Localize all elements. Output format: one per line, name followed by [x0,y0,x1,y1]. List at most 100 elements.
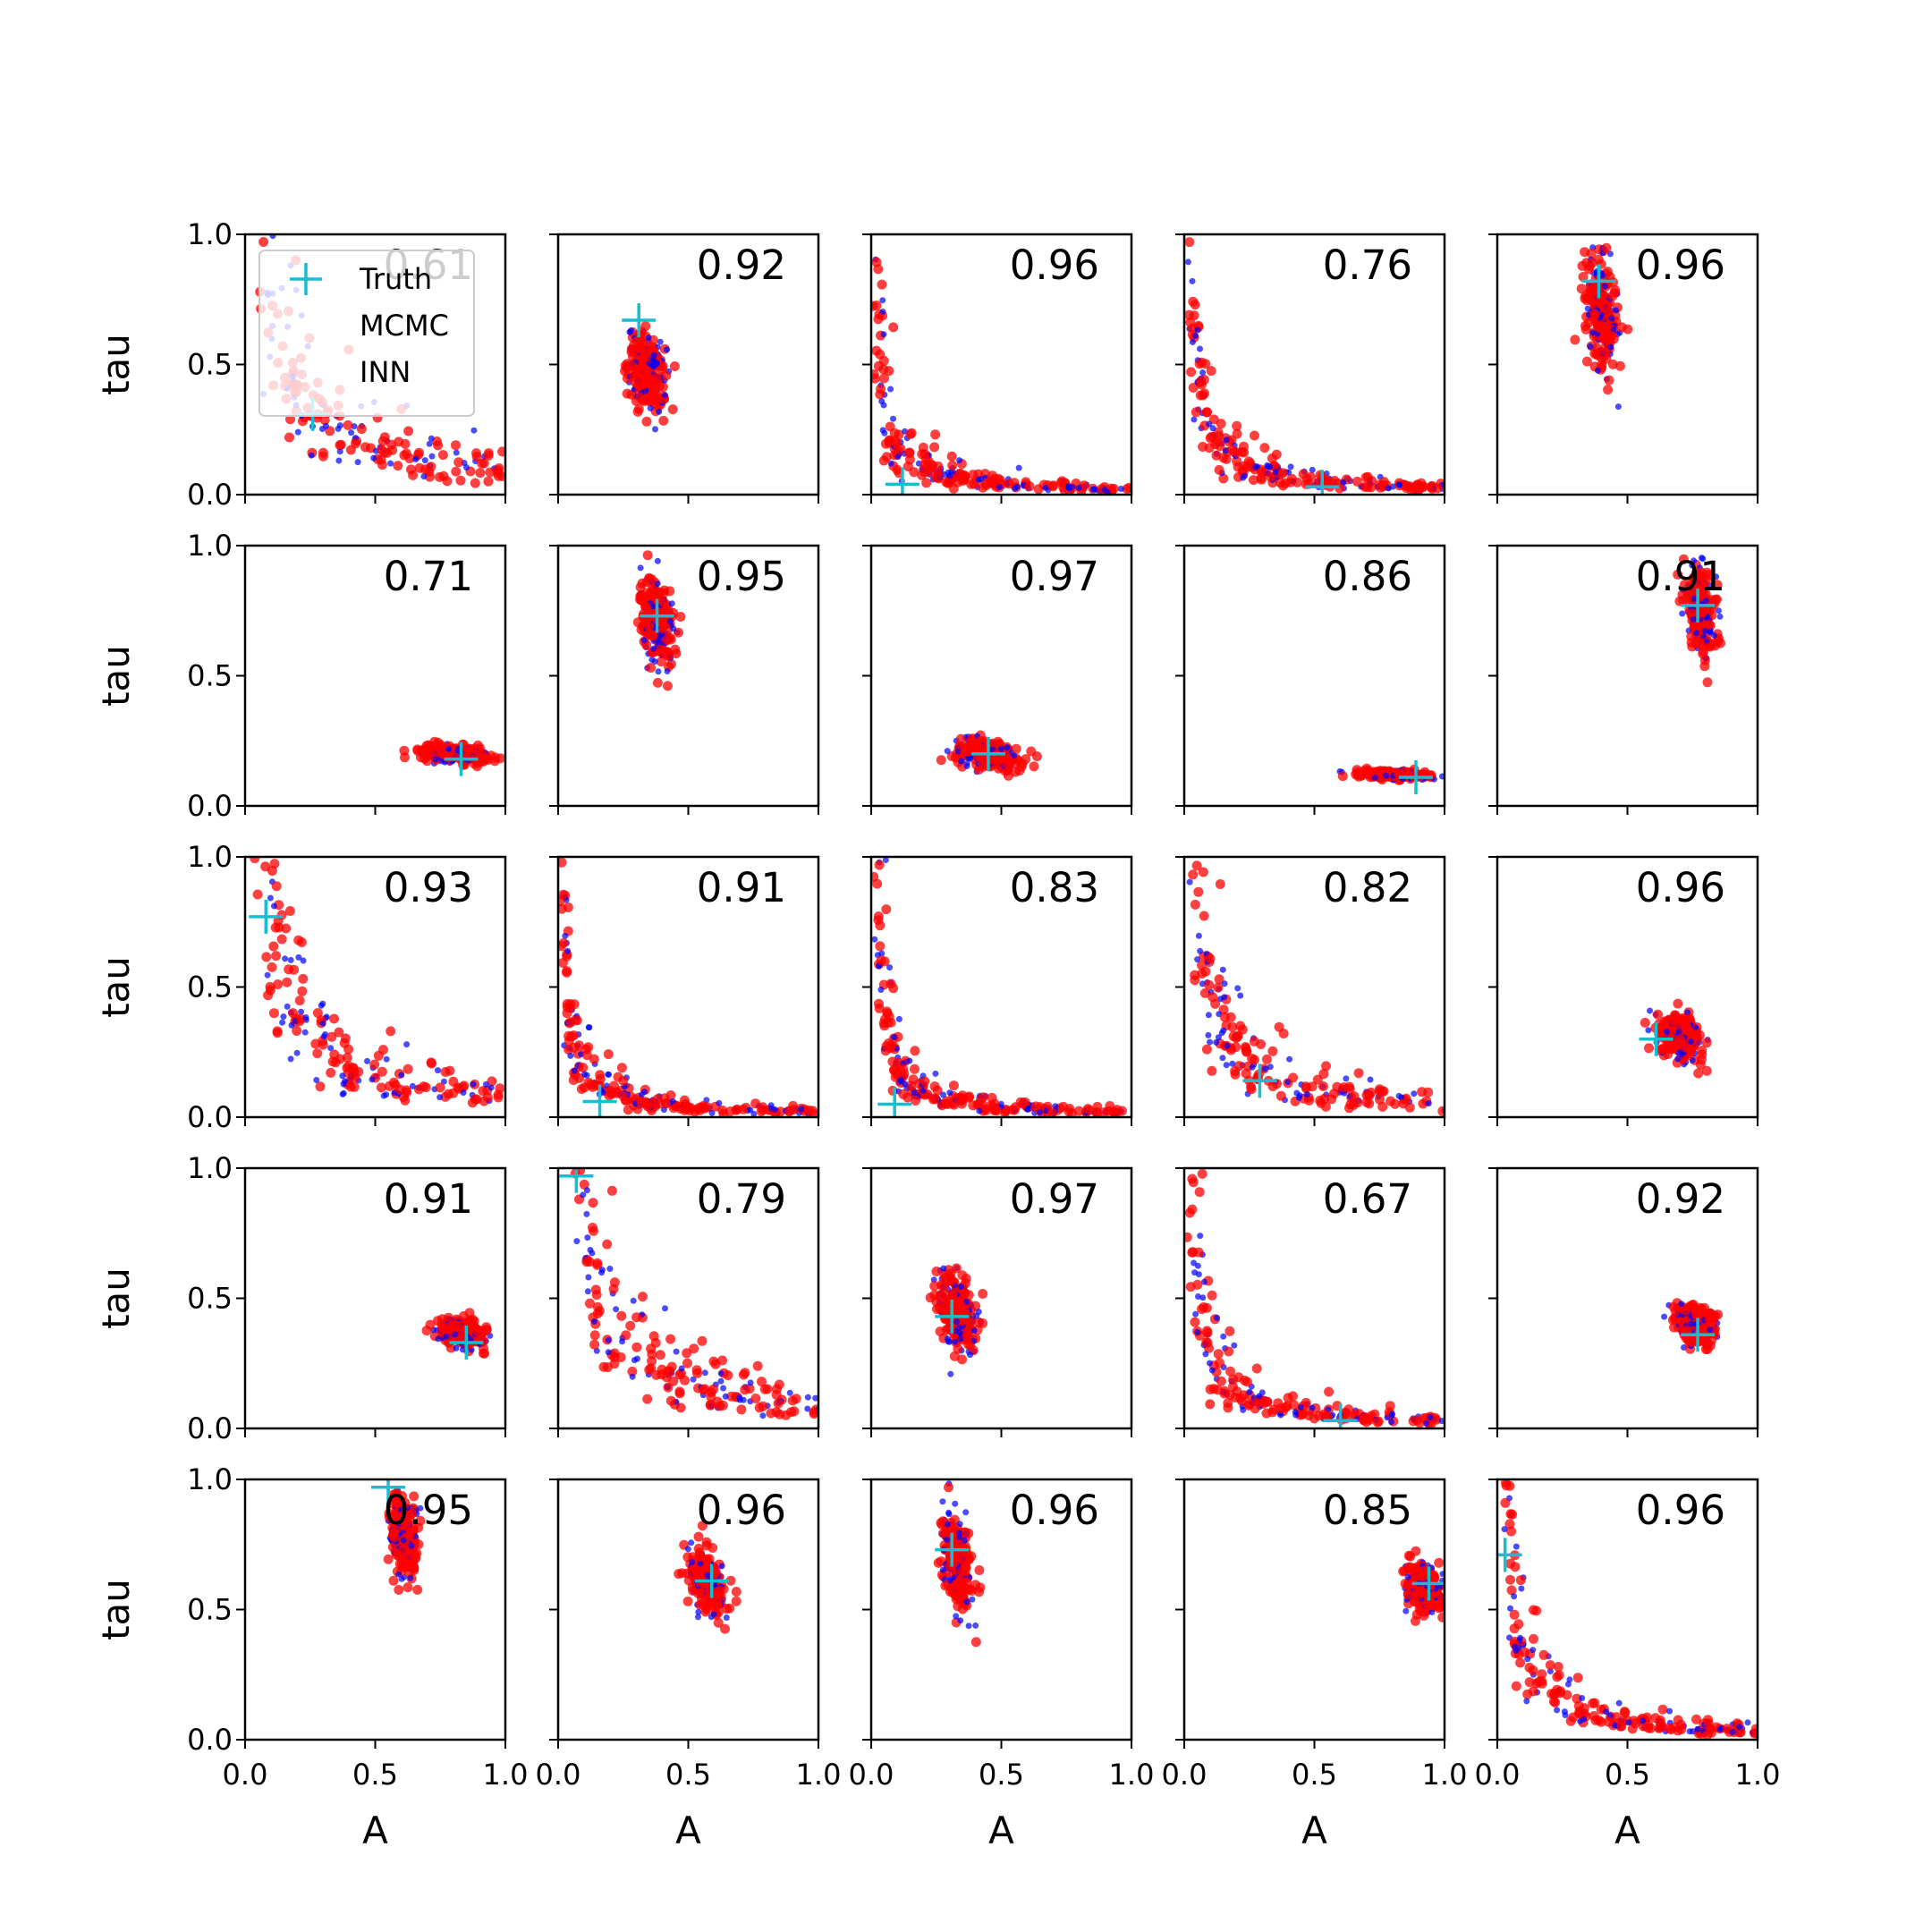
mcmc-point [804,1394,811,1401]
inn-point [879,373,889,384]
inn-point [598,1361,609,1372]
inn-point [1251,1363,1262,1374]
inn-point [646,663,656,673]
inn-point [917,449,928,460]
mcmc-point [1052,1103,1059,1110]
inn-point [717,1355,727,1366]
inn-point [284,432,294,443]
mcmc-point [1191,416,1198,423]
inn-point [1278,1029,1289,1038]
mcmc-point [1197,947,1204,954]
sample-points [250,857,505,1108]
mcmc-point [940,1265,947,1272]
sample-points [558,857,818,1117]
mcmc-point [1371,774,1378,781]
inn-point [931,1267,942,1276]
mcmc-point [1220,1333,1227,1340]
mcmc-point [1213,1038,1220,1046]
inn-point [698,1101,708,1111]
inn-point [892,464,902,475]
inn-point [1275,1090,1286,1101]
mcmc-point [1606,250,1614,258]
mcmc-point [717,1370,724,1377]
inn-point [1267,453,1277,463]
mcmc-point [1613,307,1620,314]
correlation-value: 0.95 [697,553,786,600]
inn-point [647,574,657,585]
inn-point [273,979,284,989]
inn-point [584,1257,595,1267]
mcmc-point [886,964,894,971]
mcmc-point [955,1325,962,1332]
inn-point [1191,407,1201,418]
mcmc-point [1716,613,1724,620]
mcmc-point [339,1072,346,1080]
inn-point [1188,296,1199,307]
mcmc-point [440,1078,447,1085]
mcmc-point [953,1318,960,1326]
mcmc-point [605,1071,612,1078]
mcmc-point [453,449,460,456]
inn-point [406,464,416,475]
mcmc-point [1286,1055,1293,1063]
inn-point [948,1080,959,1091]
inn-point [435,1082,445,1093]
mcmc-point [1223,1062,1230,1069]
inn-point [1024,481,1035,492]
mcmc-point [1091,486,1098,493]
subplot-r3-c4: 0.82 [1175,855,1446,1126]
inn-point [921,478,932,488]
inn-point [875,920,886,931]
inn-point [437,450,448,461]
inn-point [453,457,464,468]
truth-marker [1681,1318,1716,1352]
inn-point [650,1337,661,1348]
inn-point [483,476,494,487]
inn-point [674,1101,685,1112]
mcmc-point [1194,1328,1201,1335]
inn-point [1215,879,1225,889]
sample-points [620,321,680,433]
inn-point [1398,1098,1409,1109]
inn-point [657,382,668,392]
correlation-value: 0.92 [1636,1175,1725,1223]
inn-point [616,1063,627,1073]
inn-point [1201,1044,1212,1055]
inn-point [350,1072,360,1083]
mcmc-point [1194,326,1201,334]
mcmc-point [1075,485,1082,491]
sample-points [871,256,1131,495]
inn-point [564,1003,575,1013]
mcmc-point [717,1377,724,1385]
inn-point [438,1324,448,1334]
inn-point [282,977,292,987]
mcmc-point [887,386,894,393]
inn-point [875,941,886,952]
mcmc-point [1385,485,1392,492]
mcmc-point [564,947,571,954]
inn-point [416,747,427,758]
inn-point [1697,1049,1707,1060]
mcmc-point [957,1284,964,1290]
inn-point [1427,481,1437,492]
mcmc-point [1713,573,1720,580]
inn-point [910,1046,920,1056]
correlation-value: 0.92 [697,242,786,289]
inn-point [420,1082,431,1093]
inn-point [485,467,496,478]
y-tick-label: 0.5 [187,1282,233,1316]
correlation-value: 0.96 [1636,242,1725,289]
inn-point [394,1084,405,1095]
inn-point [1318,1081,1328,1091]
mcmc-point [656,408,663,415]
mcmc-point [647,404,654,411]
inn-point [558,937,569,948]
mcmc-point [1395,481,1402,488]
mcmc-point [320,1033,327,1040]
inn-point [334,1027,344,1038]
correlation-value: 0.91 [384,1175,473,1223]
inn-point [657,364,667,375]
subplot-r1-c2: 0.92 [549,233,820,504]
subplot-r4-c3: 0.97 [862,1166,1133,1437]
